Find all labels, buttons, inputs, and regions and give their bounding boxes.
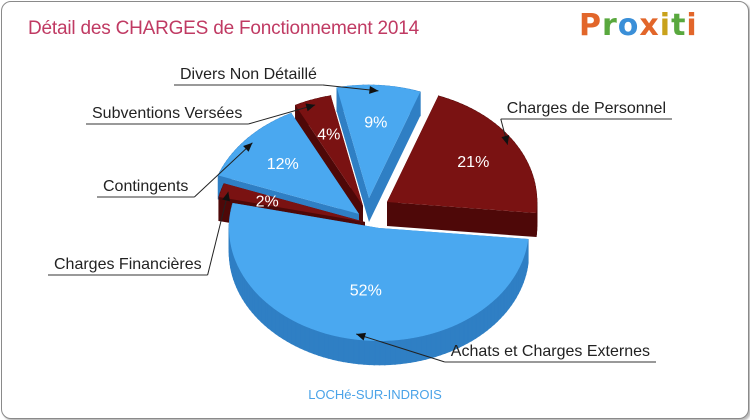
proxiti-logo[interactable]: Proxiti (579, 8, 698, 43)
slice-achats-et-charges-externes (229, 202, 529, 341)
logo-letter: P (579, 8, 602, 43)
city-name: LOCHé-SUR-INDROIS (308, 387, 442, 402)
logo-letter: t (671, 8, 687, 43)
slice-charges-de-personnel (387, 95, 537, 214)
logo-letter: i (686, 8, 698, 43)
pie-labels: 21% 52% 2% 12% 4% 9% Charges de Personnel Achat… (54, 66, 666, 360)
slice-edge (369, 91, 421, 223)
chart-title: Détail des CHARGES de Fonctionnement 201… (28, 18, 420, 39)
callout-arrowhead (369, 85, 379, 94)
logo-letter: i (659, 8, 672, 43)
percent-label: 2% (256, 193, 279, 210)
percent-label: 4% (317, 127, 340, 144)
logo-letter: x (639, 8, 660, 43)
callout-arrowhead (501, 135, 510, 145)
callouts (48, 84, 672, 363)
callout-leader (194, 142, 253, 198)
callout-leader (248, 104, 316, 125)
legend-label: Achats et Charges Externes (451, 343, 650, 360)
percent-label: 12% (267, 156, 299, 173)
legend-label: Divers Non Détaillé (180, 66, 317, 83)
percent-label: 52% (350, 282, 382, 299)
percent-label: 9% (364, 114, 387, 131)
callout-arrowhead (222, 191, 231, 202)
callout-leader (322, 84, 379, 92)
slice-edge (336, 87, 369, 222)
slice-divers-non-d-taill- (336, 85, 421, 198)
legend-label: Contingents (103, 178, 188, 195)
callout-arrowhead (305, 103, 316, 112)
callout-leader (356, 333, 445, 363)
callout-arrowhead (243, 142, 253, 152)
legend-label: Subventions Versées (92, 105, 242, 122)
slice-contingents (218, 113, 359, 214)
logo-letter: r (602, 8, 618, 43)
slice-subventions-vers-es (295, 95, 363, 206)
callout-arrowhead (356, 332, 367, 341)
percent-label: 21% (457, 154, 489, 171)
legend-label: Charges Financières (54, 256, 202, 273)
pie-tops (218, 85, 537, 341)
logo-letter: o (617, 8, 640, 43)
callout-leader (207, 191, 229, 276)
slice-charges-financi-res (218, 183, 365, 222)
legend-label: Charges de Personnel (507, 100, 666, 117)
slice-edge (387, 202, 537, 238)
